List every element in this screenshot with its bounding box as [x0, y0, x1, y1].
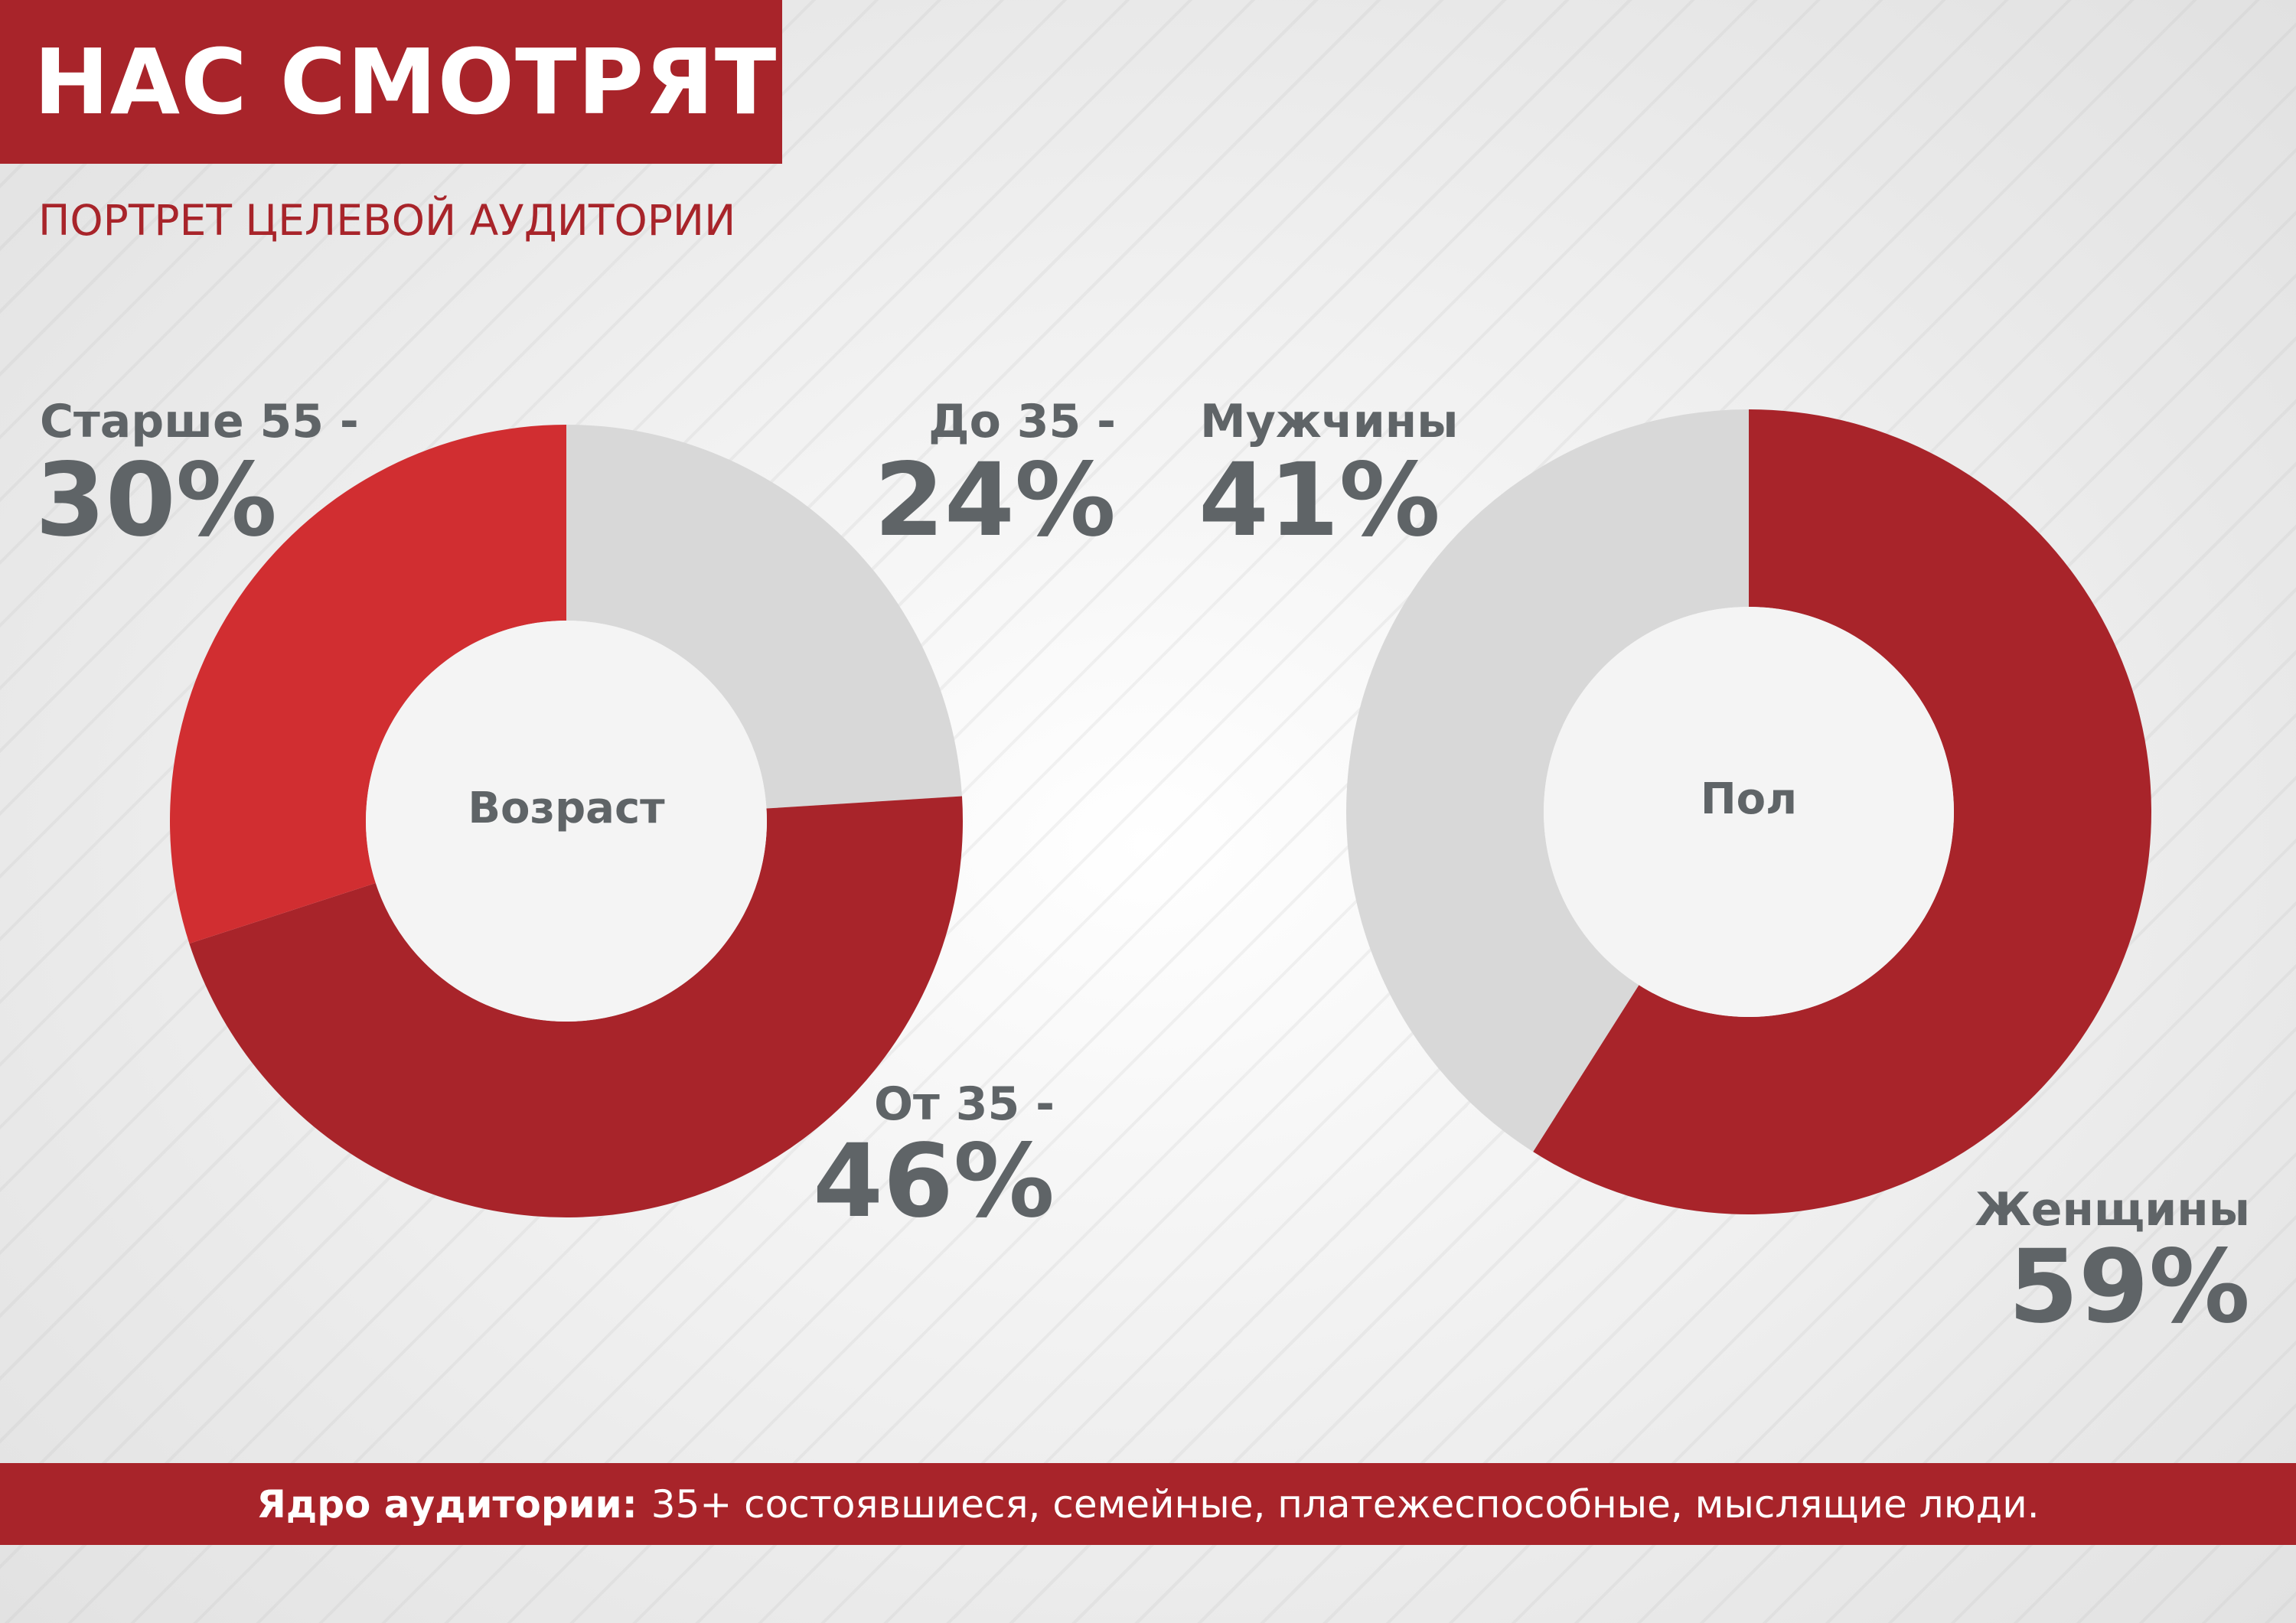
- label-from-35: От 35 -: [874, 1077, 1055, 1131]
- gender-slice-мужчины: [1346, 409, 1749, 1152]
- value-under-35: 24%: [874, 442, 1116, 559]
- gender-donut-chart: [1346, 409, 2152, 1214]
- value-men: 41%: [1199, 442, 1440, 559]
- label-women: Женщины: [1975, 1183, 2250, 1237]
- value-over-55: 30%: [35, 442, 277, 559]
- page-subtitle: ПОРТРЕТ ЦЕЛЕВОЙ АУДИТОРИИ: [38, 196, 736, 245]
- age-donut-hole: [366, 621, 767, 1022]
- value-women: 59%: [2008, 1228, 2250, 1346]
- gender-slice-женщины: [1533, 409, 2152, 1214]
- footer-text: 35+ состоявшиеся, семейные, платежеспосо…: [651, 1481, 2040, 1527]
- label-men: Мужчины: [1200, 395, 1459, 448]
- footer-bar: Ядро аудитории: 35+ состоявшиеся, семейн…: [0, 1463, 2296, 1545]
- value-from-35: 46%: [813, 1123, 1055, 1240]
- label-over-55: Старше 55 -: [40, 395, 359, 448]
- gender-donut-hole: [1544, 607, 1954, 1017]
- title-banner: НАС СМОТРЯТ: [0, 0, 782, 164]
- age-donut-chart: [169, 425, 964, 1218]
- page-title: НАС СМОТРЯТ: [34, 29, 778, 135]
- age-slice-старше-55: [169, 425, 567, 944]
- age-slice-до-35: [566, 425, 962, 809]
- age-chart-title: Возраст: [468, 784, 665, 833]
- gender-chart-title: Пол: [1701, 774, 1797, 824]
- age-slice-от-35: [189, 796, 964, 1218]
- footer-label: Ядро аудитории:: [256, 1481, 638, 1527]
- label-under-35: До 35 -: [928, 395, 1116, 448]
